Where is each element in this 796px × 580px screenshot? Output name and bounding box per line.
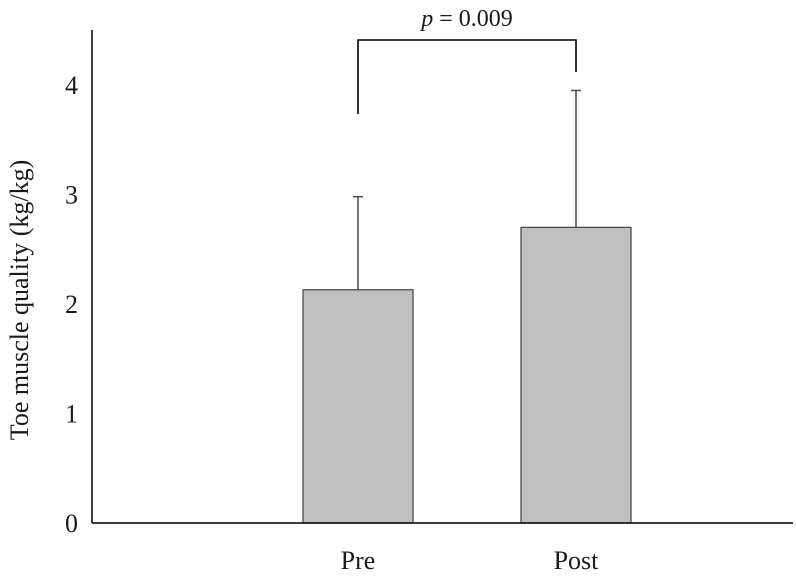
y-tick-labels: 0 1 2 3 4 (65, 71, 78, 538)
y-axis-title-group: Toe muscle quality (kg/kg) (5, 160, 34, 441)
y-tick-label: 2 (65, 290, 78, 319)
y-tick-label: 4 (65, 71, 78, 100)
p-value: = 0.009 (433, 6, 513, 32)
y-tick-label: 1 (65, 400, 78, 429)
bar-pre (302, 289, 414, 524)
significance-label: p = 0.009 (419, 6, 513, 32)
y-tick-label: 3 (65, 181, 78, 210)
significance-bracket (357, 39, 577, 114)
axes-layer (91, 30, 793, 524)
p-symbol: p (419, 6, 433, 32)
x-category-label: Pre (341, 546, 376, 575)
significance-bracket-group: p = 0.009 (357, 6, 577, 114)
error-bars-layer (353, 89, 581, 290)
y-tick-label: 0 (65, 509, 78, 538)
bar-post (520, 226, 632, 524)
bars-layer (302, 226, 632, 524)
y-axis-label: Toe muscle quality (kg/kg) (5, 160, 34, 441)
x-category-labels: Pre Post (341, 546, 600, 575)
x-category-label: Post (554, 546, 600, 575)
